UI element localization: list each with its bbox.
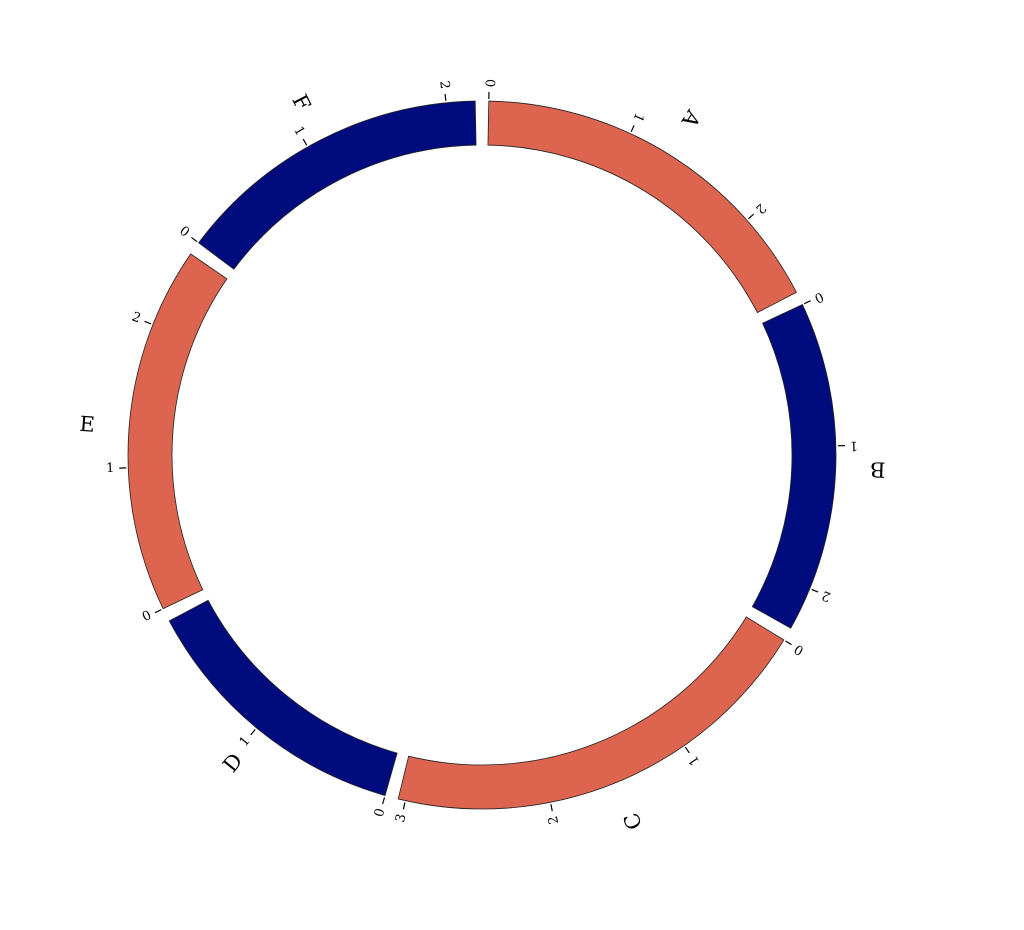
tick-mark-f-2 — [444, 93, 447, 101]
segment-c — [397, 616, 785, 810]
tick-label-e-2: 2 — [130, 310, 143, 327]
tick-label-c-2: 2 — [546, 814, 562, 825]
tick-label-a-1: 1 — [629, 110, 646, 124]
tick-label-e-0: 0 — [140, 608, 154, 625]
tick-label-c-1: 1 — [686, 753, 703, 768]
tick-mark-e-2 — [144, 320, 152, 325]
tick-label-a-2: 2 — [752, 200, 768, 217]
tick-label-a-0: 0 — [482, 79, 497, 88]
tick-label-f-2: 2 — [436, 80, 452, 90]
tick-label-c-0: 0 — [792, 641, 807, 658]
tick-label-f-1: 1 — [290, 124, 307, 139]
tick-mark-b-2 — [811, 588, 819, 593]
segments-layer — [127, 100, 837, 810]
tick-label-e-1: 1 — [106, 461, 115, 476]
tick-mark-a-2 — [748, 213, 755, 220]
segment-a — [487, 100, 797, 314]
tick-mark-b-0 — [803, 300, 811, 305]
segment-f — [198, 100, 477, 270]
segment-label-e: E — [79, 412, 96, 437]
segment-label-d: D — [218, 749, 247, 777]
segment-b — [751, 304, 837, 629]
tick-label-c-3: 3 — [393, 812, 409, 823]
tick-label-b-2: 2 — [820, 587, 833, 604]
tick-mark-e-0 — [154, 609, 162, 614]
tick-label-f-0: 0 — [176, 224, 192, 241]
tick-mark-f-0 — [191, 236, 198, 243]
tick-mark-c-1 — [684, 746, 690, 754]
tick-label-b-1: 1 — [850, 438, 859, 453]
tick-label-d-1: 1 — [237, 734, 254, 750]
tick-mark-c-2 — [550, 804, 553, 812]
tick-mark-d-0 — [382, 797, 386, 805]
tick-label-d-0: 0 — [372, 807, 389, 819]
tick-mark-c-3 — [402, 802, 406, 810]
segment-d — [168, 599, 398, 796]
segment-label-b: B — [870, 457, 886, 482]
segment-e — [127, 253, 228, 610]
tick-mark-a-1 — [630, 125, 635, 133]
segment-label-a: A — [676, 105, 705, 132]
tick-label-b-0: 0 — [812, 288, 826, 305]
tick-mark-d-1 — [250, 729, 256, 736]
tick-mark-f-1 — [302, 138, 308, 146]
labels-layer: A B C D E F — [79, 91, 886, 833]
segment-label-f: F — [287, 91, 315, 115]
segment-label-c: C — [619, 809, 647, 833]
tick-mark-c-0 — [785, 640, 792, 646]
